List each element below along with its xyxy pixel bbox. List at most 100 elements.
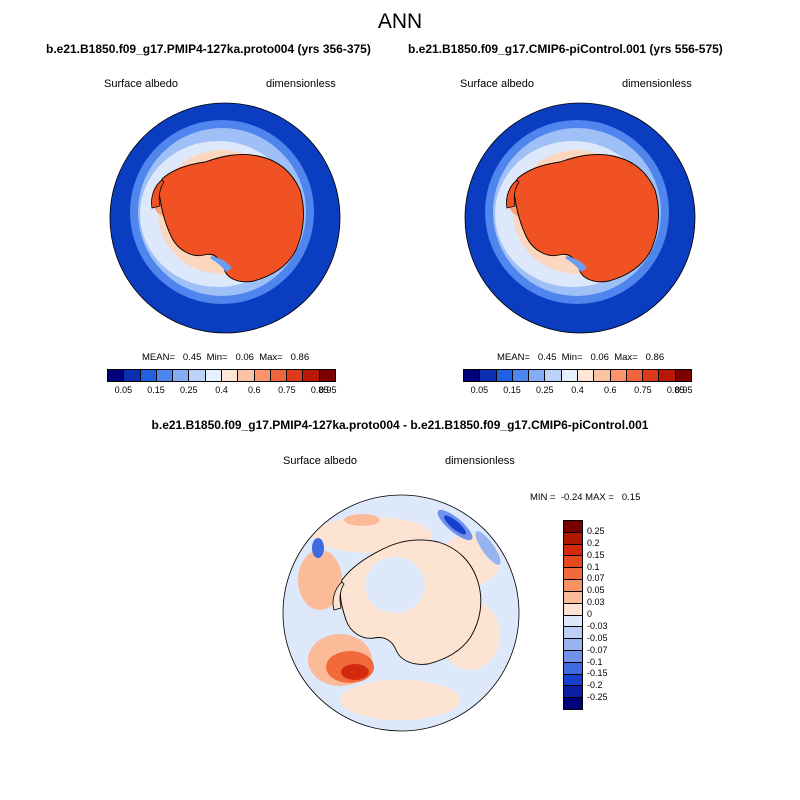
colorbar-swatch <box>564 590 582 603</box>
left-colorbar-labels: 0.05 0.15 0.25 0.4 0.6 0.75 0.85 0.95 <box>107 385 337 397</box>
diff-case-title: b.e21.B1850.f09_g17.PMIP4-127ka.proto004… <box>151 418 649 432</box>
colorbar-tick-label: 0.4 <box>571 385 584 395</box>
right-case-title: b.e21.B1850.f09_g17.CMIP6-piControl.001 … <box>408 42 723 56</box>
colorbar-swatch <box>576 370 594 381</box>
right-variable-label: Surface albedo <box>460 78 534 90</box>
colorbar-swatch <box>564 567 582 580</box>
colorbar-swatch <box>318 370 335 381</box>
colorbar-tick-label: 0.4 <box>215 385 228 395</box>
colorbar-swatch <box>564 555 582 568</box>
colorbar-swatch <box>564 521 582 532</box>
colorbar-tick-label: 0.95 <box>675 385 693 395</box>
colorbar-tick-label: -0.15 <box>587 668 608 679</box>
colorbar-swatch <box>564 531 582 544</box>
colorbar-tick-label: 0.03 <box>587 597 605 608</box>
colorbar-swatch <box>564 579 582 591</box>
left-case-title: b.e21.B1850.f09_g17.PMIP4-127ka.proto004… <box>46 42 371 56</box>
colorbar-swatch <box>204 370 221 381</box>
colorbar-swatch <box>188 370 205 381</box>
colorbar-tick-label: 0.25 <box>180 385 198 395</box>
colorbar-swatch <box>302 370 319 381</box>
colorbar-tick-label: -0.03 <box>587 620 608 631</box>
left-units-label: dimensionless <box>266 78 336 90</box>
colorbar-tick-label: 0 <box>587 609 593 619</box>
colorbar-swatch <box>564 614 582 627</box>
colorbar-swatch <box>564 685 582 698</box>
colorbar-swatch <box>674 370 691 381</box>
diff-variable-label: Surface albedo <box>283 455 357 467</box>
colorbar-tick-label: 0.25 <box>587 525 605 536</box>
colorbar-swatch <box>495 370 512 381</box>
diff-colorbar-labels: 0.25 0.2 0.15 0.1 0.07 0.05 0.03 0 -0.03 -0.05 -0.… <box>587 520 627 710</box>
colorbar-swatch <box>564 673 582 686</box>
colorbar-tick-label: 0.6 <box>247 385 261 395</box>
colorbar-swatch <box>528 370 545 381</box>
colorbar-swatch <box>253 370 270 381</box>
colorbar-tick-label: -0.2 <box>587 680 603 691</box>
right-colorbar-labels: 0.05 0.15 0.25 0.4 0.6 0.75 0.85 0.95 <box>463 385 693 397</box>
colorbar-tick-label: -0.25 <box>587 692 608 703</box>
colorbar-swatch <box>564 543 582 556</box>
colorbar-swatch <box>658 370 675 381</box>
colorbar-tick-label: 0.6 <box>603 385 617 395</box>
colorbar-swatch <box>269 370 287 381</box>
left-stats: MEAN= 0.45 Min= 0.06 Max= 0.86 <box>142 352 310 363</box>
antarctica-landmass <box>158 153 304 283</box>
colorbar-tick-label: 0.85 <box>310 385 329 395</box>
colorbar-tick-label: 0.15 <box>587 549 605 560</box>
colorbar-tick-label: 0.25 <box>536 385 554 395</box>
colorbar-tick-label: 0.05 <box>587 585 605 596</box>
colorbar-swatch <box>625 370 643 381</box>
colorbar-swatch <box>123 370 140 381</box>
colorbar-swatch <box>220 370 238 381</box>
colorbar-swatch <box>642 370 659 381</box>
colorbar-swatch <box>560 370 577 381</box>
colorbar-swatch <box>479 370 496 381</box>
diff-stats: MIN = -0.24 MAX = 0.15 <box>530 492 641 503</box>
colorbar-swatch <box>108 370 124 381</box>
colorbar-swatch <box>593 370 610 381</box>
antarctica-outline <box>339 539 482 665</box>
right-colorbar <box>463 369 692 382</box>
colorbar-tick-label: -0.07 <box>587 644 608 655</box>
diff-units-label: dimensionless <box>445 455 515 467</box>
colorbar-tick-label: 0.07 <box>587 573 605 584</box>
antarctica-landmass <box>513 153 659 283</box>
colorbar-swatch <box>564 697 582 709</box>
colorbar-tick-label: -0.05 <box>587 632 608 643</box>
colorbar-swatch <box>172 370 189 381</box>
colorbar-swatch <box>286 370 303 381</box>
colorbar-tick-label: 0.95 <box>319 385 337 395</box>
right-units-label: dimensionless <box>622 78 692 90</box>
diff-colorbar <box>563 520 583 710</box>
colorbar-tick-label: 0.85 <box>666 385 685 395</box>
colorbar-tick-label: 0.75 <box>278 385 296 395</box>
colorbar-swatch <box>564 602 582 615</box>
colorbar-tick-label: 0.15 <box>147 385 165 395</box>
colorbar-swatch <box>464 370 480 381</box>
colorbar-tick-label: -0.1 <box>587 656 603 667</box>
page-title: ANN <box>377 10 423 33</box>
colorbar-tick-label: 0.15 <box>503 385 521 395</box>
colorbar-tick-label: 0.75 <box>634 385 652 395</box>
left-colorbar <box>107 369 336 382</box>
colorbar-tick-label: 0.2 <box>587 537 600 548</box>
colorbar-swatch <box>155 370 173 381</box>
left-variable-label: Surface albedo <box>104 78 178 90</box>
colorbar-swatch <box>564 649 582 662</box>
colorbar-swatch <box>139 370 156 381</box>
colorbar-swatch <box>544 370 561 381</box>
colorbar-tick-label: 0.05 <box>114 385 133 395</box>
right-stats: MEAN= 0.45 Min= 0.06 Max= 0.86 <box>497 352 665 363</box>
colorbar-swatch <box>511 370 529 381</box>
colorbar-tick-label: 0.1 <box>587 561 600 572</box>
ocean-fill <box>110 103 340 333</box>
colorbar-swatch <box>564 638 582 650</box>
colorbar-swatch <box>237 370 254 381</box>
colorbar-swatch <box>564 661 582 674</box>
colorbar-swatch <box>609 370 626 381</box>
colorbar-tick-label: 0.05 <box>470 385 489 395</box>
